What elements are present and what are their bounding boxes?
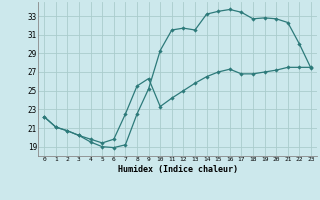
X-axis label: Humidex (Indice chaleur): Humidex (Indice chaleur) bbox=[118, 165, 238, 174]
